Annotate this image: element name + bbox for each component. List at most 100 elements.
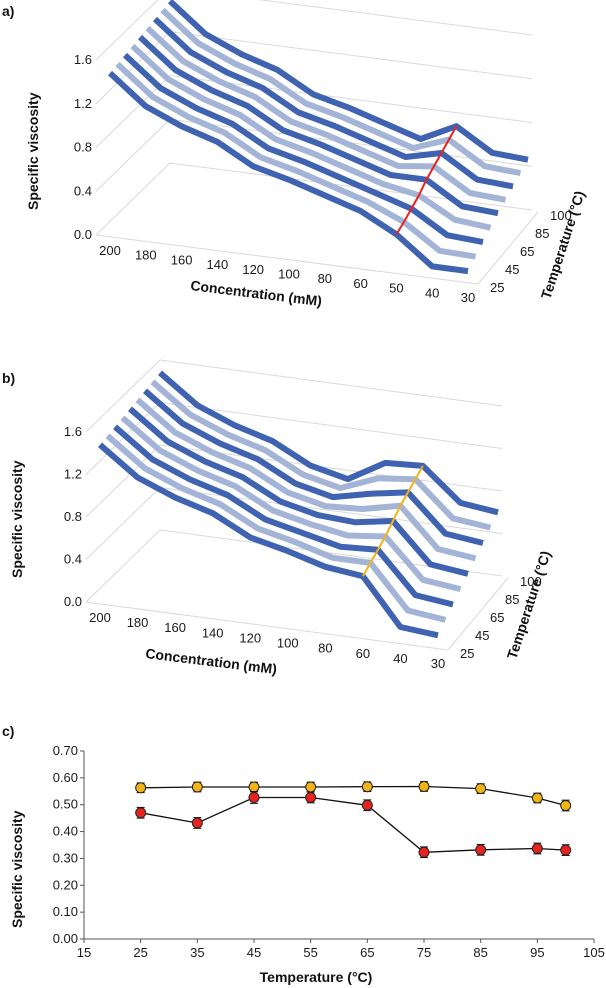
a-series-35: [115, 61, 476, 260]
b-gridline: [85, 359, 161, 433]
c-x-tick: 35: [190, 945, 204, 960]
c-point-yellow: [531, 792, 543, 804]
panel-c: c) 0.00 0.10 0.20 0.30 0.40 0.50 0.60 0.70 15 25 3…: [2, 723, 605, 985]
c-point-yellow: [305, 781, 317, 793]
a-z-tick: 45: [505, 262, 519, 277]
c-point-red: [135, 807, 147, 819]
a-y-tick: 1.6: [74, 52, 92, 67]
c-x-tick: 25: [133, 945, 147, 960]
panel-label-a: a): [2, 3, 14, 19]
c-point-yellow: [248, 781, 260, 793]
c-point-yellow: [475, 783, 487, 795]
b-x-tick: 40: [393, 651, 407, 666]
c-y-tick: 0.50: [53, 797, 78, 812]
c-series-line-red: [140, 796, 566, 853]
b-gridline: [159, 359, 503, 407]
b-y-tick: 0.4: [64, 552, 82, 567]
b-gridline: [85, 487, 161, 560]
c-y-tick: 0.40: [53, 824, 78, 839]
b-z-tick: 25: [460, 646, 474, 661]
panel-a-x-title: Concentration (mM): [190, 277, 323, 309]
b-series-55: [120, 415, 462, 593]
c-point-red: [418, 846, 430, 858]
c-y-tick: 0.10: [53, 904, 78, 919]
a-x-tick: 30: [461, 290, 475, 305]
a-y-tick: 0.8: [74, 140, 92, 155]
c-x-tick: 45: [247, 945, 261, 960]
c-x-tick: 55: [303, 945, 317, 960]
c-point-red: [361, 799, 373, 811]
b-gridline: [159, 487, 503, 534]
c-point-yellow: [191, 781, 203, 793]
c-y-tick: 0.70: [53, 743, 78, 758]
panel-a-ribbons: [107, 0, 529, 275]
c-x-tick: 85: [473, 945, 487, 960]
panel-c-y-title: Specific viscosity: [9, 810, 25, 928]
a-x-tick: 180: [135, 248, 157, 263]
b-highlight-line: [362, 465, 424, 577]
c-point-yellow: [560, 800, 572, 812]
panel-label-c: c): [2, 723, 14, 739]
a-gridline: [95, 0, 159, 61]
a-series-45: [122, 52, 484, 246]
b-x-tick: 100: [277, 636, 299, 651]
b-x-tick: 80: [318, 641, 332, 656]
panel-label-b: b): [2, 370, 15, 386]
c-point-yellow: [361, 781, 373, 793]
c-y-tick: 0.30: [53, 850, 78, 865]
b-x-tick: 120: [239, 630, 261, 645]
a-z-tick: 85: [535, 226, 549, 241]
a-y-tick: 0.4: [74, 183, 92, 198]
a-gridline: [95, 31, 171, 105]
a-floor-edge: [95, 234, 479, 285]
panel-a-y-title: Specific viscosity: [25, 92, 41, 210]
a-z-tick: 100: [550, 208, 572, 223]
a-series-55: [130, 43, 492, 231]
c-point-red: [248, 791, 260, 803]
a-series-25: [107, 70, 469, 275]
c-y-tick: 0.20: [53, 877, 78, 892]
b-series-45: [113, 424, 454, 608]
panel-a-gridlines: [95, 0, 539, 285]
c-point-yellow: [418, 780, 430, 792]
a-gridline: [258, 0, 533, 36]
a-x-tick: 120: [242, 262, 264, 277]
panel-c-axes: 0.00 0.10 0.20 0.30 0.40 0.50 0.60 0.70 15 25 35 45…: [53, 743, 605, 960]
b-depth-edge: [447, 577, 509, 651]
a-x-tick: 80: [318, 271, 332, 286]
b-x-tick: 140: [202, 625, 224, 640]
a-x-tick: 140: [207, 257, 229, 272]
a-x-tick: 100: [278, 267, 300, 282]
b-gridline: [85, 529, 161, 603]
a-series-75: [145, 25, 507, 203]
b-floor-edge: [85, 601, 449, 651]
panel-b-ribbons: [98, 370, 499, 639]
a-z-tick: 25: [490, 280, 504, 295]
b-series-65: [128, 406, 469, 577]
c-y-tick: 0.60: [53, 770, 78, 785]
panel-a-ticks: 0.0 0.4 0.8 1.2 1.6 200 180 160 140 120 100 80 60 50 4…: [74, 52, 572, 305]
panel-b: b) 0.0 0.4 0.8 1.2 1.6 200 180 160 140 120 100 80 60…: [2, 359, 554, 677]
a-x-tick: 160: [171, 252, 193, 267]
c-point-red: [191, 817, 203, 829]
panel-b-y-title: Specific viscosity: [9, 460, 25, 578]
b-gridline: [159, 402, 503, 449]
panel-c-x-title: Temperature (°C): [260, 969, 373, 985]
b-x-tick: 30: [431, 656, 445, 671]
a-x-tick: 60: [353, 276, 367, 291]
c-point-red: [560, 844, 572, 856]
b-x-tick: 160: [164, 620, 186, 635]
c-y-tick: 0.00: [53, 931, 78, 946]
c-series-line-yellow: [140, 785, 566, 807]
a-x-tick: 50: [389, 281, 403, 296]
b-series-95: [150, 379, 492, 531]
c-point-red: [305, 791, 317, 803]
a-depth-edge: [477, 211, 539, 285]
a-gridline: [169, 162, 533, 211]
c-point-yellow: [135, 782, 147, 794]
b-z-tick: 100: [520, 574, 542, 589]
c-point-red: [475, 844, 487, 856]
c-x-tick: 65: [360, 945, 374, 960]
a-series-65: [137, 34, 499, 217]
